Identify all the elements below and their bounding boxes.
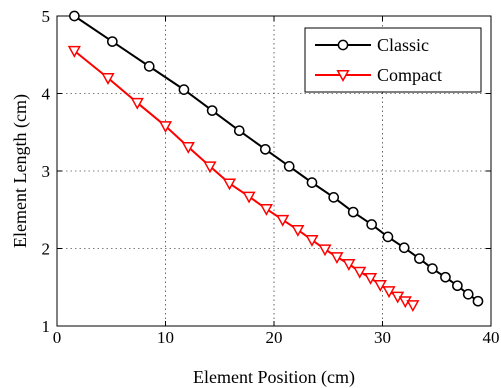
x-tick-label: 20 (266, 328, 283, 347)
y-axis-label: Element Length (cm) (10, 94, 31, 248)
data-point-compact (222, 178, 237, 191)
data-point-classic (382, 231, 394, 243)
data-point-compact (158, 121, 173, 134)
legend-item-classic: Classic (315, 35, 429, 55)
data-point-classic (259, 143, 271, 155)
data-point-classic (106, 36, 118, 47)
data-point-compact (353, 266, 367, 279)
data-point-classic (283, 161, 295, 172)
x-tick-label: 40 (483, 328, 500, 347)
data-point-compact (342, 259, 356, 271)
data-point-classic (328, 192, 340, 203)
y-tick-label: 3 (42, 162, 51, 181)
data-point-classic (347, 206, 359, 218)
data-point-classic (306, 177, 318, 188)
data-point-compact (259, 204, 273, 216)
legend-label-classic: Classic (377, 35, 429, 55)
data-point-compact (101, 73, 115, 85)
x-tick-label: 10 (157, 328, 174, 347)
series-classic (69, 10, 484, 307)
y-tick-label: 1 (42, 317, 51, 336)
data-point-classic (472, 295, 484, 307)
x-tick-label: 30 (374, 328, 391, 347)
legend-label-compact: Compact (377, 65, 442, 85)
series-compact (67, 45, 420, 313)
data-point-classic (398, 242, 410, 254)
data-point-classic (366, 219, 377, 230)
legend-item-compact: Compact (315, 65, 442, 85)
data-point-compact (276, 214, 290, 227)
data-point-compact (203, 161, 217, 174)
legend: Classic Compact (304, 27, 482, 93)
grid-layer (57, 16, 491, 326)
data-point-classic (233, 125, 245, 137)
y-tick-label: 4 (42, 85, 51, 104)
data-point-compact (363, 273, 378, 285)
legend-swatch-marker (337, 39, 349, 51)
legend-swatch-marker (336, 70, 350, 82)
y-tick-label: 2 (42, 240, 51, 259)
data-point-compact (291, 224, 305, 237)
data-point-compact (406, 300, 420, 313)
x-axis-label: Element Position (cm) (193, 367, 355, 388)
legend-box (304, 27, 482, 93)
data-point-classic (414, 253, 425, 264)
ticks-layer: 0 10 20 30 40 1 2 3 4 5 (42, 7, 500, 347)
data-point-compact (318, 244, 332, 257)
data-point-compact (130, 97, 144, 110)
data-point-classic (462, 288, 474, 300)
data-point-compact (305, 235, 319, 247)
data-point-compact (330, 252, 344, 264)
data-point-classic (178, 84, 190, 95)
data-point-compact (242, 191, 256, 204)
data-point-classic (427, 263, 438, 274)
y-tick-label: 5 (42, 7, 51, 26)
series-layer (67, 10, 484, 313)
data-point-compact (67, 45, 81, 58)
data-point-classic (69, 10, 80, 22)
data-point-compact (181, 142, 195, 154)
data-point-compact (373, 279, 387, 292)
x-tick-label: 0 (53, 328, 62, 347)
data-point-classic (452, 280, 463, 292)
data-point-classic (440, 271, 451, 283)
data-point-classic (206, 105, 218, 116)
data-point-classic (143, 61, 155, 72)
